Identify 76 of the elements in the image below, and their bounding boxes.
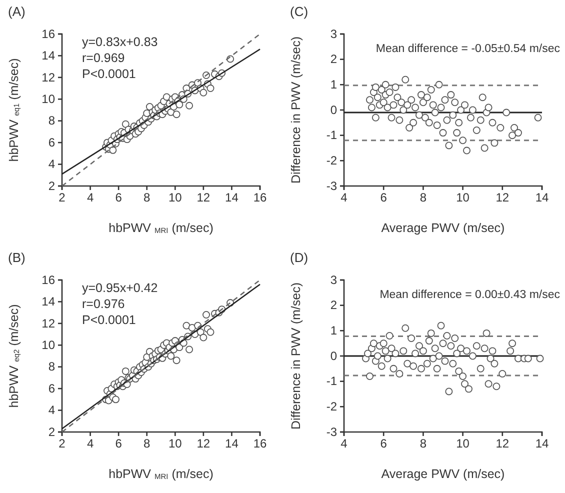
x-axis-title: Average PWV (m/sec) (381, 221, 505, 235)
x-tick-label: 6 (380, 190, 388, 205)
x-tick-label: 16 (253, 190, 267, 205)
y-tick-label: 4 (48, 157, 56, 172)
x-tick-label: 8 (420, 436, 427, 451)
x-tick-label: 2 (58, 436, 66, 451)
x-tick-label: 12 (496, 436, 510, 451)
x-tick-label: 10 (168, 436, 182, 451)
annotation: y=0.83x+0.83 (82, 35, 158, 49)
x-tick-label: 12 (196, 436, 210, 451)
y-tick-label: 0 (330, 348, 338, 363)
annotation: Mean difference = 0.00±0.43 m/sec (380, 289, 560, 301)
y-tick-label: 10 (42, 338, 56, 352)
x-tick-label: 14 (535, 436, 549, 451)
annotation: r=0.969 (82, 51, 125, 65)
x-tick-label: 4 (86, 436, 94, 451)
y-tick-label: -2 (326, 400, 338, 414)
annotation: P<0.0001 (82, 313, 136, 327)
x-tick-label: 14 (225, 436, 239, 451)
x-tick-label: 10 (456, 190, 470, 205)
x-tick-label: 14 (535, 190, 549, 205)
y-tick-label: 6 (48, 381, 56, 396)
chart-title: (D) (290, 250, 308, 265)
y-tick-label: 10 (42, 92, 56, 106)
annotation: P<0.0001 (82, 67, 136, 81)
y-tick-label: -3 (326, 178, 338, 193)
y-axis-title: Difference in PWV (m/sec) (289, 282, 303, 430)
x-axis-title: hbPWV $_{MRI}$ (m/sec) (108, 221, 214, 235)
y-tick-label: 1 (330, 78, 338, 92)
y-tick-label: 14 (42, 294, 56, 309)
x-tick-label: 6 (115, 436, 122, 451)
x-tick-label: 14 (225, 190, 239, 205)
y-tick-label: 3 (330, 26, 338, 41)
x-tick-label: 8 (144, 190, 151, 205)
y-tick-label: 4 (48, 403, 56, 418)
y-tick-label: -1 (326, 374, 338, 388)
x-tick-label: 4 (340, 190, 348, 205)
chart-title: (A) (8, 4, 26, 19)
y-tick-label: 6 (48, 135, 56, 150)
y-tick-label: 14 (42, 48, 56, 63)
x-axis-title: Average PWV (m/sec) (381, 467, 505, 481)
x-tick-label: 8 (144, 436, 151, 451)
annotation: r=0.976 (82, 297, 125, 311)
x-tick-label: 2 (58, 190, 66, 205)
x-tick-label: 12 (496, 190, 510, 205)
y-axis-title: Difference in PWV (m/sec) (289, 36, 303, 184)
x-tick-label: 4 (340, 436, 348, 451)
chart-title: (C) (290, 4, 308, 19)
y-tick-label: 1 (330, 324, 338, 338)
y-tick-label: 2 (48, 424, 56, 439)
x-tick-label: 12 (196, 190, 210, 205)
y-tick-label: 16 (42, 272, 56, 287)
chart-title: (B) (8, 250, 26, 265)
y-tick-label: 2 (330, 298, 338, 312)
x-tick-label: 10 (456, 436, 470, 451)
y-tick-label: -2 (326, 154, 338, 168)
y-tick-label: 0 (330, 102, 338, 117)
y-tick-label: -1 (326, 128, 338, 142)
y-tick-label: 8 (48, 114, 56, 128)
x-tick-label: 10 (168, 190, 182, 205)
y-tick-label: 8 (48, 360, 56, 374)
annotation: Mean difference = -0.05±0.54 m/sec (376, 43, 560, 55)
x-tick-label: 16 (253, 436, 267, 451)
x-axis-title: hbPWV $_{MRI}$ (m/sec) (108, 467, 214, 481)
y-tick-label: 3 (330, 272, 338, 287)
x-tick-label: 4 (86, 190, 94, 205)
x-tick-label: 6 (115, 190, 122, 205)
y-tick-label: 2 (48, 178, 56, 193)
y-tick-label: -3 (326, 424, 338, 439)
y-tick-label: 12 (42, 316, 56, 330)
y-tick-label: 2 (330, 52, 338, 66)
y-tick-label: 12 (42, 70, 56, 84)
x-tick-label: 8 (420, 190, 427, 205)
x-tick-label: 6 (380, 436, 388, 451)
annotation: y=0.95x+0.42 (82, 281, 158, 295)
y-tick-label: 16 (42, 26, 56, 41)
